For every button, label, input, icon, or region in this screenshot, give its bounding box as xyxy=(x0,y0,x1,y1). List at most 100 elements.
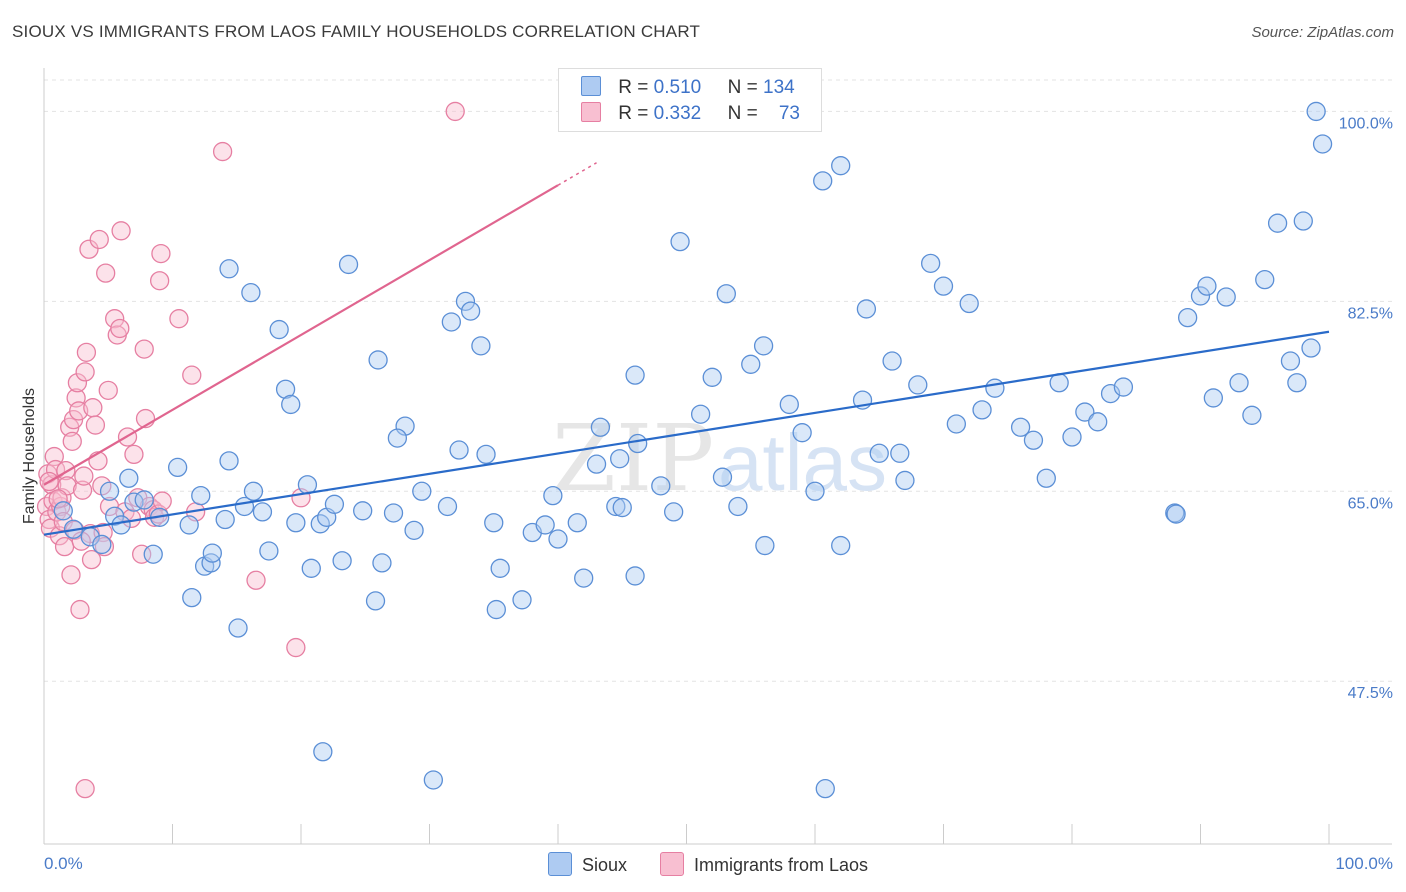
data-point xyxy=(690,404,711,424)
data-point xyxy=(460,301,481,321)
data-point xyxy=(368,350,388,370)
legend-n-value-sioux: 134 xyxy=(763,77,795,98)
data-point xyxy=(81,549,102,570)
data-point xyxy=(882,351,902,371)
data-point xyxy=(455,291,476,311)
y-tick-labels: 47.5% 65.0% 82.5% 100.0% xyxy=(1339,115,1393,702)
data-point xyxy=(134,339,154,359)
legend-row-laos: R = 0.332 N = 73 xyxy=(581,102,800,126)
data-point xyxy=(606,496,626,517)
data-point xyxy=(1113,377,1134,397)
data-point xyxy=(1088,412,1108,432)
data-point xyxy=(182,587,202,608)
bottom-legend-sioux: Sioux xyxy=(548,852,627,876)
data-point xyxy=(670,232,690,252)
data-point xyxy=(243,481,264,501)
data-point xyxy=(890,443,910,463)
data-point xyxy=(813,171,833,191)
data-point xyxy=(152,491,172,511)
data-point xyxy=(1075,402,1095,422)
data-point xyxy=(651,476,671,496)
data-point xyxy=(88,451,108,471)
data-point xyxy=(124,444,144,465)
sioux-trend-line xyxy=(43,330,1330,536)
data-point xyxy=(728,496,748,517)
stats-legend: R = 0.510 N = 134 R = 0.332 N = 73 xyxy=(558,68,822,132)
data-point xyxy=(612,497,632,518)
data-point xyxy=(201,553,221,573)
data-point xyxy=(792,423,812,443)
x-tick-min: 0.0% xyxy=(44,854,83,873)
watermark-atlas: atlas xyxy=(718,418,887,507)
legend-r-label: R = xyxy=(618,77,649,98)
data-point xyxy=(151,243,171,264)
y-axis-label: Family Households xyxy=(21,388,38,524)
data-point xyxy=(437,496,458,517)
data-point xyxy=(815,778,835,799)
data-point xyxy=(119,468,139,488)
data-point xyxy=(423,770,444,790)
data-point xyxy=(625,365,645,385)
data-point xyxy=(72,480,93,500)
sioux-swatch xyxy=(581,76,601,96)
legend-n-label: N = xyxy=(727,103,758,124)
data-point xyxy=(702,367,722,387)
data-point xyxy=(1203,388,1223,408)
data-point xyxy=(1197,276,1217,296)
data-point xyxy=(79,239,99,259)
data-point xyxy=(548,529,568,549)
data-point xyxy=(286,637,306,658)
data-point xyxy=(908,375,928,395)
data-point xyxy=(1010,417,1031,437)
data-point xyxy=(476,444,496,465)
data-point xyxy=(395,416,415,436)
data-point xyxy=(387,428,408,448)
data-point xyxy=(62,431,82,451)
data-point xyxy=(441,312,461,332)
data-point xyxy=(972,400,992,420)
data-point xyxy=(586,454,607,474)
data-point xyxy=(985,378,1005,398)
data-point xyxy=(404,520,424,540)
data-point xyxy=(1287,373,1307,393)
data-point xyxy=(179,515,199,535)
data-point xyxy=(753,336,774,356)
data-point xyxy=(228,618,248,638)
data-point xyxy=(219,451,239,471)
legend-row-sioux: R = 0.510 N = 134 xyxy=(581,76,795,100)
sioux-legend-swatch xyxy=(548,852,572,876)
data-point xyxy=(42,475,62,495)
data-point xyxy=(1036,468,1056,488)
bottom-legend-laos: Immigrants from Laos xyxy=(660,852,868,876)
data-point xyxy=(275,379,296,399)
y-tick-label: 100.0% xyxy=(1339,115,1393,132)
data-point xyxy=(94,536,115,557)
data-point xyxy=(1062,427,1082,447)
data-point xyxy=(191,485,211,506)
sioux-points xyxy=(53,101,1333,799)
data-point xyxy=(484,513,504,533)
data-point xyxy=(567,513,587,533)
data-point xyxy=(96,263,116,283)
data-point xyxy=(610,449,630,469)
sioux-legend-label: Sioux xyxy=(582,855,628,875)
axes xyxy=(43,68,1392,845)
legend-n-value-laos: 73 xyxy=(778,103,800,124)
data-point xyxy=(324,494,345,514)
data-point xyxy=(471,336,491,356)
watermark: ZIP atlas xyxy=(552,405,887,512)
data-point xyxy=(1312,134,1333,154)
data-point xyxy=(1190,286,1211,306)
data-point xyxy=(301,558,321,578)
data-point xyxy=(1242,405,1262,425)
data-point xyxy=(215,509,235,530)
data-point xyxy=(869,443,889,463)
data-point xyxy=(85,415,106,435)
legend-r-value-sioux: 0.510 xyxy=(653,77,702,98)
data-point xyxy=(1280,351,1301,371)
data-point xyxy=(219,259,239,279)
data-point xyxy=(921,253,941,274)
trend-lines xyxy=(43,162,1330,536)
data-point xyxy=(338,254,359,275)
data-point xyxy=(149,271,170,291)
